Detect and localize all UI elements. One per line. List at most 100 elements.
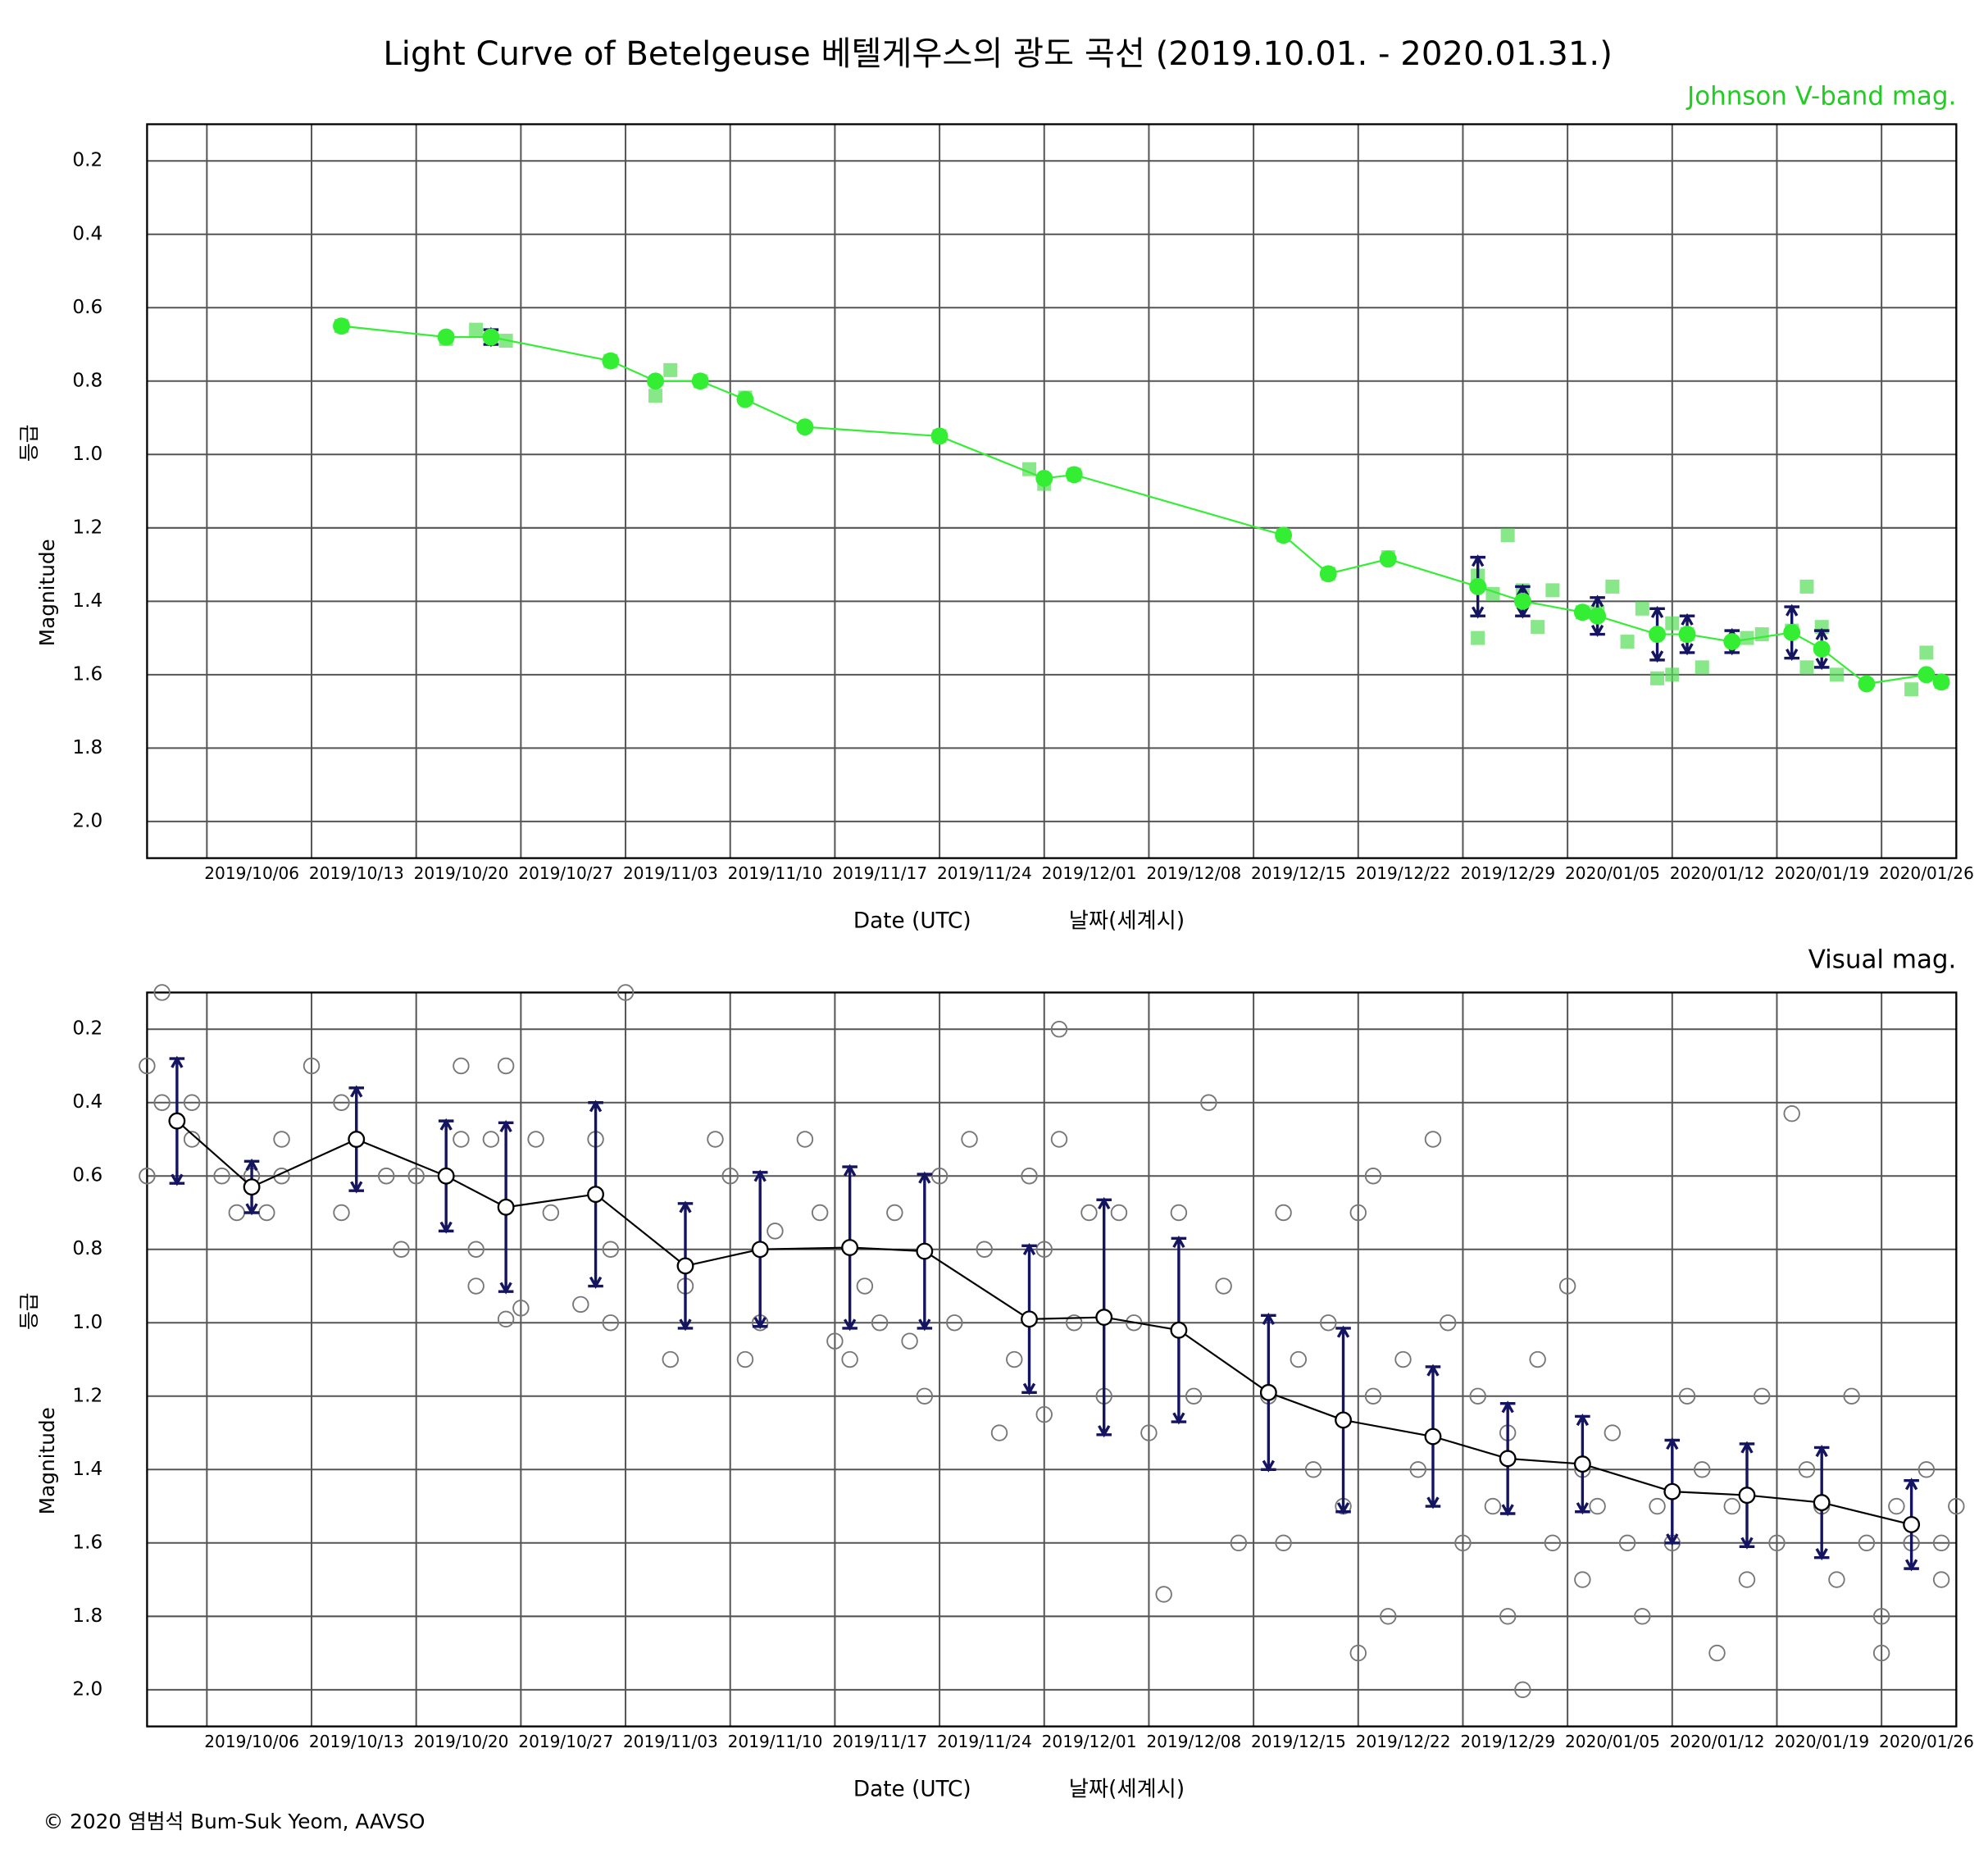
observation bbox=[1290, 1350, 1308, 1368]
observation bbox=[1604, 1424, 1622, 1441]
observation bbox=[1754, 1387, 1771, 1405]
mean-point bbox=[1649, 626, 1666, 644]
observation bbox=[1740, 631, 1754, 645]
y-axis-label: Magnitude bbox=[35, 539, 59, 646]
y-tick-label: 1.6 bbox=[72, 663, 102, 685]
observation bbox=[333, 1204, 350, 1222]
observation bbox=[333, 1094, 350, 1111]
mean-point bbox=[1573, 603, 1591, 622]
observation bbox=[1723, 1497, 1740, 1515]
observation bbox=[1589, 1497, 1606, 1515]
observation bbox=[1888, 1497, 1905, 1515]
observation bbox=[1484, 1497, 1502, 1515]
observation bbox=[1125, 1314, 1143, 1332]
x-tick-label: 2020/01/05 bbox=[1565, 863, 1660, 883]
x-tick-label: 2020/01/12 bbox=[1670, 863, 1765, 883]
x-tick-label: 2019/11/10 bbox=[728, 863, 823, 883]
x-tick-label: 2020/01/26 bbox=[1879, 863, 1974, 883]
observation bbox=[1469, 1387, 1486, 1405]
observation bbox=[648, 389, 663, 403]
mean-point bbox=[1259, 1383, 1277, 1401]
y-axis-label: Magnitude bbox=[35, 1407, 59, 1514]
observation bbox=[1843, 1387, 1860, 1405]
observation bbox=[1635, 601, 1649, 616]
mean-point bbox=[691, 372, 709, 390]
observation bbox=[1545, 583, 1560, 598]
observation bbox=[1665, 616, 1680, 631]
observation bbox=[1708, 1644, 1726, 1662]
x-tick-label: 2019/12/22 bbox=[1356, 863, 1451, 883]
mean-point bbox=[243, 1178, 261, 1196]
x-tick-label: 2019/10/27 bbox=[518, 863, 613, 883]
observation bbox=[1932, 1534, 1950, 1552]
observation bbox=[303, 1057, 321, 1075]
mean-point bbox=[1275, 526, 1293, 544]
observation bbox=[482, 1131, 500, 1148]
observation bbox=[1185, 1387, 1203, 1405]
observation bbox=[497, 1310, 515, 1327]
observation bbox=[1409, 1461, 1426, 1478]
observation bbox=[1932, 1571, 1950, 1588]
observation bbox=[1558, 1277, 1576, 1295]
observation bbox=[871, 1314, 889, 1332]
x-axis-label-ko: 날짜(세계시) bbox=[1069, 1777, 1185, 1801]
mean-point bbox=[647, 372, 664, 390]
mean-point bbox=[1903, 1515, 1921, 1533]
chart-title: Light Curve of Betelgeuse 베텔게우스의 광도 곡선 (… bbox=[383, 35, 1612, 73]
y-tick-label: 1.2 bbox=[72, 516, 102, 538]
observation bbox=[139, 1057, 156, 1075]
x-tick-label: 2019/10/13 bbox=[309, 1732, 404, 1751]
observation bbox=[1678, 1387, 1696, 1405]
x-tick-label: 2019/11/17 bbox=[832, 863, 927, 883]
y-axis-label-ko: 등급 bbox=[17, 425, 41, 462]
y-tick-label: 0.6 bbox=[72, 1164, 102, 1186]
mean-point bbox=[1723, 633, 1741, 650]
observation bbox=[1694, 1461, 1711, 1478]
x-tick-label: 2019/11/10 bbox=[728, 1732, 823, 1751]
observation bbox=[497, 1057, 515, 1075]
observation bbox=[1634, 1608, 1651, 1625]
x-tick-label: 2019/10/27 bbox=[518, 1732, 613, 1751]
x-tick-label: 2020/01/05 bbox=[1565, 1732, 1660, 1751]
mean-point bbox=[1663, 1482, 1681, 1500]
x-tick-label: 2019/12/01 bbox=[1042, 1732, 1137, 1751]
observation bbox=[1574, 1571, 1591, 1588]
mean-point bbox=[841, 1239, 859, 1256]
plot-frame bbox=[146, 123, 1958, 859]
y-tick-label: 0.8 bbox=[72, 369, 102, 391]
y-tick-label: 1.8 bbox=[72, 1605, 102, 1627]
x-tick-label: 2019/12/22 bbox=[1356, 1732, 1451, 1751]
mean-point bbox=[1783, 623, 1801, 641]
mean-point bbox=[930, 427, 949, 445]
observation bbox=[1170, 1204, 1188, 1222]
mean-point bbox=[602, 352, 620, 370]
observation bbox=[1544, 1534, 1562, 1552]
mean-point bbox=[1065, 466, 1083, 484]
observation bbox=[856, 1277, 874, 1295]
x-tick-label: 2019/10/06 bbox=[204, 863, 299, 883]
observation bbox=[826, 1332, 844, 1350]
observation bbox=[1695, 660, 1709, 675]
observation bbox=[1768, 1534, 1786, 1552]
x-tick-label: 2019/12/29 bbox=[1460, 1732, 1555, 1751]
observation bbox=[1471, 631, 1485, 645]
y-tick-label: 2.0 bbox=[72, 1678, 102, 1700]
y-tick-label: 0.2 bbox=[72, 149, 102, 171]
mean-point bbox=[1513, 592, 1531, 610]
mean-point bbox=[1424, 1427, 1442, 1446]
observation bbox=[1050, 1131, 1068, 1148]
y-axis-label-ko: 등급 bbox=[17, 1293, 41, 1331]
y-tick-label: 1.4 bbox=[72, 590, 102, 612]
observation bbox=[1514, 1681, 1531, 1699]
subtitle: Johnson V-band mag. bbox=[1685, 82, 1956, 112]
observation bbox=[1649, 1497, 1666, 1515]
observation bbox=[1499, 1608, 1517, 1625]
mean-point bbox=[1813, 640, 1831, 658]
observation bbox=[1858, 1534, 1876, 1552]
subtitle: Visual mag. bbox=[1808, 945, 1957, 974]
observation bbox=[1531, 620, 1545, 635]
observation bbox=[1364, 1387, 1382, 1405]
mean-point bbox=[1858, 675, 1876, 693]
